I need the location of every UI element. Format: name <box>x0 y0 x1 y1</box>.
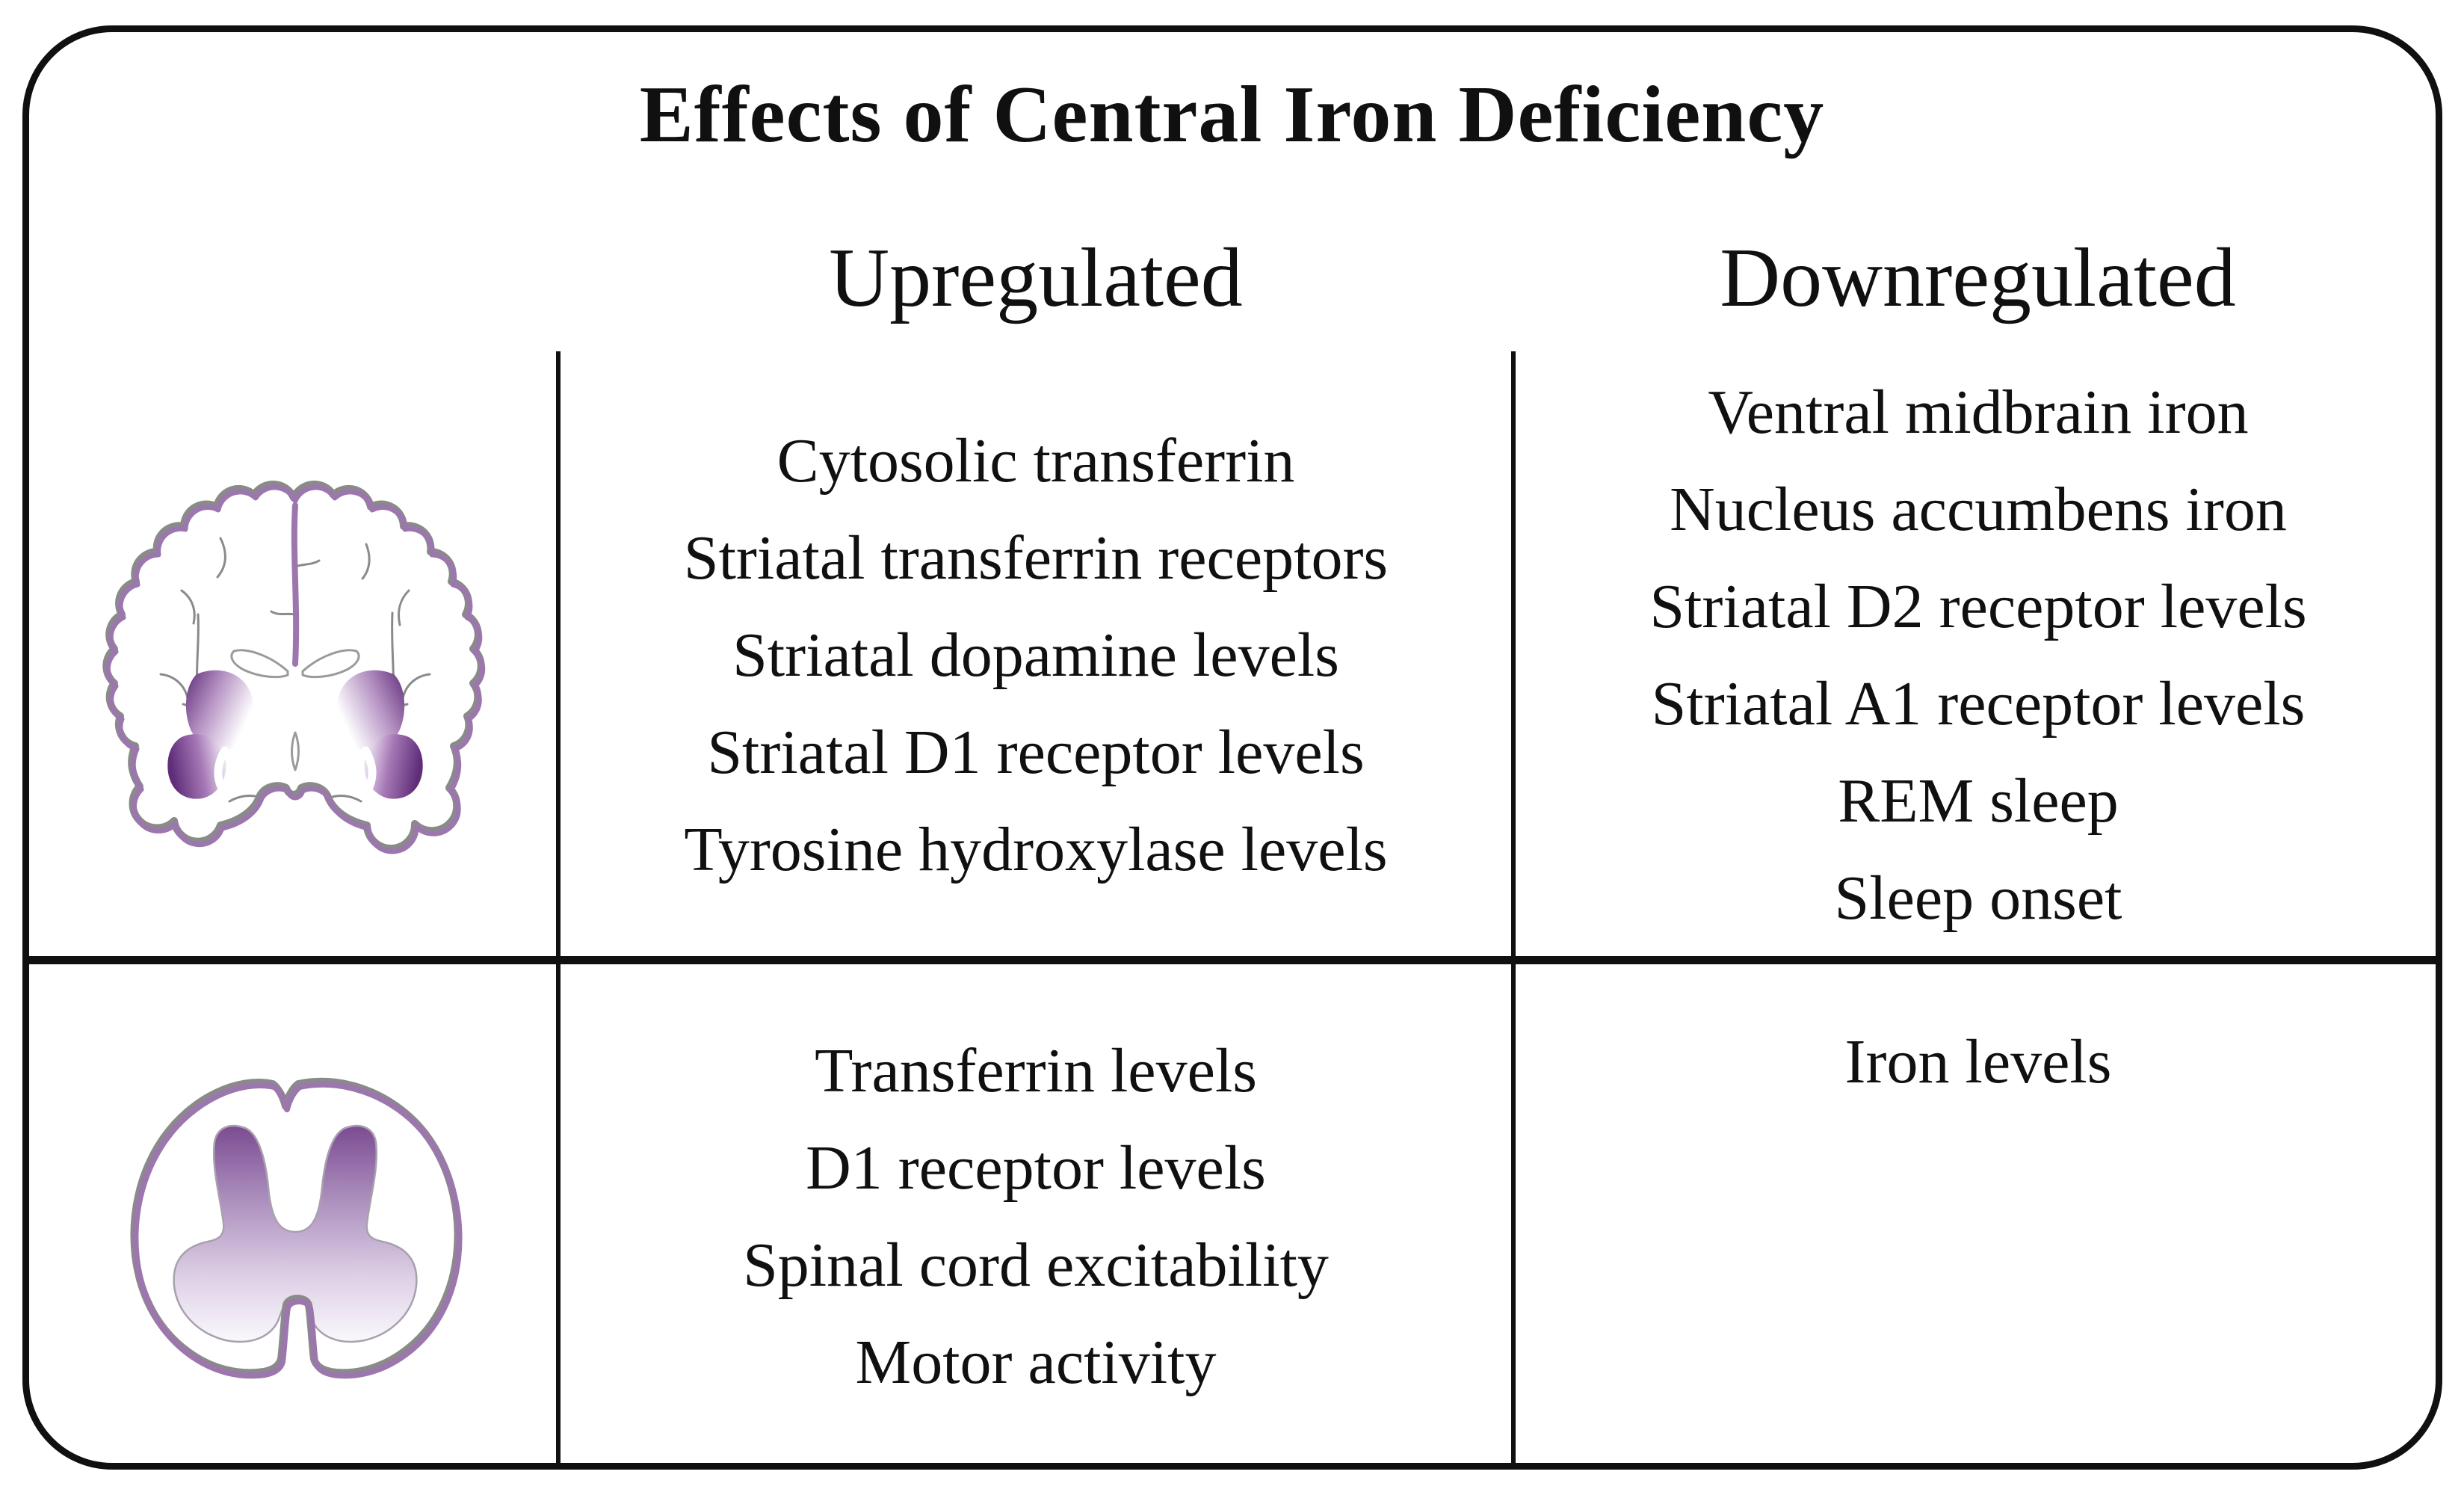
brain-coronal-section-icon <box>71 478 519 897</box>
effect-item: Striatal dopamine levels <box>732 620 1339 690</box>
effect-item: Nucleus accumbens iron <box>1670 474 2287 544</box>
spinal-cord-upregulated-list: Transferrin levels D1 receptor levels Spin… <box>561 966 1511 1468</box>
brain-midline-fissure <box>291 502 300 667</box>
column-header-upregulated: Upregulated <box>829 232 1243 324</box>
effect-item: Transferrin levels <box>815 1036 1257 1106</box>
effect-item: Striatal D2 receptor levels <box>1649 571 2307 641</box>
effect-item: Iron levels <box>1844 1027 2112 1097</box>
effect-item: Motor activity <box>855 1328 1217 1397</box>
effect-item: Tyrosine hydroxylase levels <box>684 814 1388 884</box>
divider-horizontal <box>24 956 2441 964</box>
divider-vertical-left <box>556 351 561 1468</box>
effect-item: Sleep onset <box>1834 863 2122 933</box>
effect-item: Cytosolic transferrin <box>776 425 1295 496</box>
figure-title: Effects of Central Iron Deficiency <box>639 70 1825 159</box>
column-header-downregulated: Downregulated <box>1720 232 2236 324</box>
effect-item: Ventral midbrain iron <box>1708 377 2249 447</box>
brain-outline <box>105 484 486 854</box>
cord-outline-fill <box>135 1084 460 1376</box>
spinal-cord-cross-section-icon <box>78 1038 512 1445</box>
effect-item: Spinal cord excitability <box>743 1230 1329 1300</box>
brain-downregulated-list: Ventral midbrain iron Nucleus accumbens i… <box>1516 354 2441 956</box>
brain-striatum-shading <box>167 670 423 799</box>
cord-outline <box>132 1081 463 1379</box>
effect-item: REM sleep <box>1838 765 2119 836</box>
brain-ventricles <box>230 649 360 771</box>
cord-gray-matter <box>173 1124 418 1343</box>
effect-item: Striatal transferrin receptors <box>683 523 1389 593</box>
effect-item: Striatal A1 receptor levels <box>1651 668 2306 739</box>
spinal-cord-downregulated-list: Iron levels <box>1516 966 2441 1468</box>
effect-item: Striatal D1 receptor levels <box>707 717 1365 787</box>
effect-item: D1 receptor levels <box>806 1133 1266 1203</box>
brain-upregulated-list: Cytosolic transferrin Striatal transferri… <box>561 354 1511 956</box>
divider-vertical-right <box>1511 351 1516 1468</box>
